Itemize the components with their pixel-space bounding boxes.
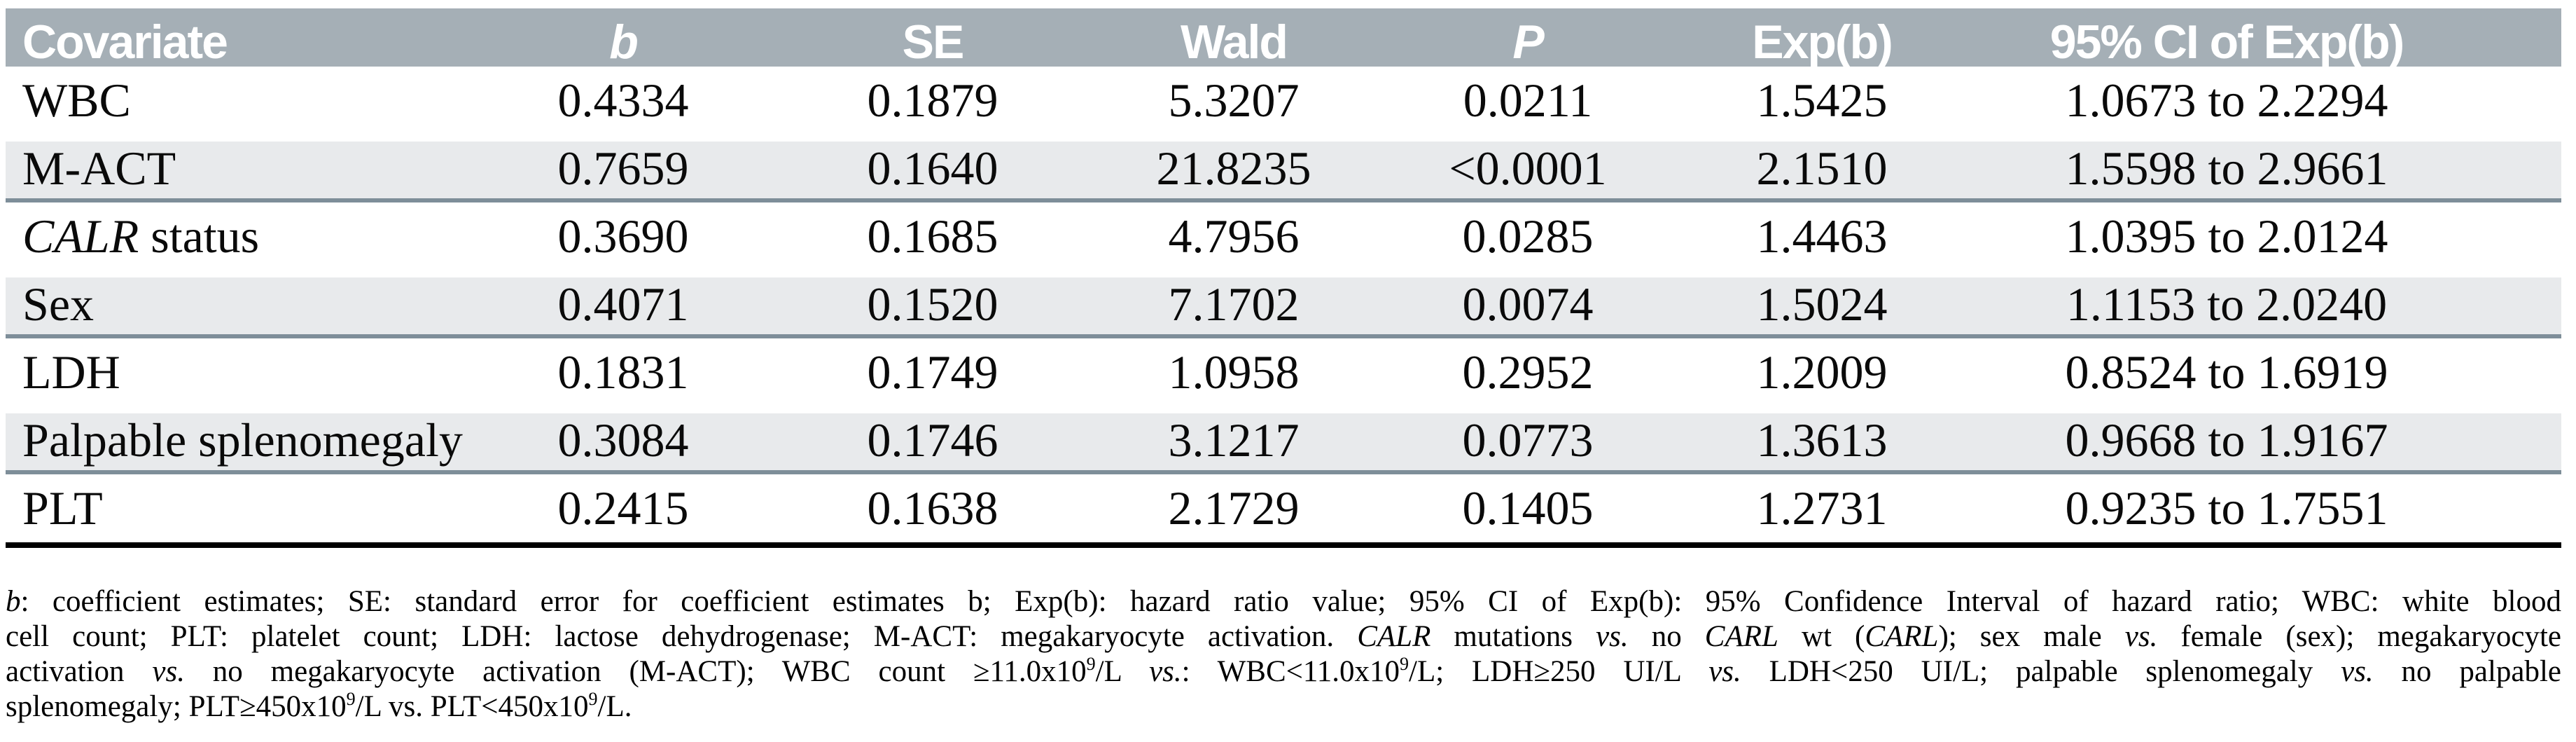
cell-p: 0.0211 bbox=[1463, 74, 1593, 127]
cell-ci: 0.8524 to 1.6919 bbox=[2065, 345, 2388, 399]
footnote-line-2: cell count; PLT: platelet count; LDH: la… bbox=[6, 620, 2561, 653]
covariate-label: Palpable splenomegaly bbox=[22, 413, 463, 467]
cell-b: 0.7659 bbox=[557, 142, 689, 195]
cell-ci: 0.9235 to 1.7551 bbox=[2065, 481, 2388, 535]
cell-b: 0.3084 bbox=[557, 413, 689, 467]
cell-wald: 4.7956 bbox=[1168, 209, 1300, 263]
table-footnote: b: coefficient estimates; SE: standard e… bbox=[6, 584, 2561, 724]
cell-se: 0.1640 bbox=[867, 142, 998, 195]
table-row-calr-status: CALR status 0.3690 0.1685 4.7956 0.0285 1.446… bbox=[6, 202, 2561, 270]
column-header-ci: 95% CI of Exp(b) bbox=[2049, 15, 2405, 69]
cell-wald: 21.8235 bbox=[1156, 142, 1311, 195]
cell-wald: 5.3207 bbox=[1168, 74, 1300, 127]
footnote-line-1: b: coefficient estimates; SE: standard e… bbox=[6, 585, 2561, 618]
cell-b: 0.4071 bbox=[557, 277, 689, 331]
cell-p: 0.1405 bbox=[1462, 481, 1594, 535]
cox-regression-table: Covariate b SE Wald P Exp(b) 95% CI of Exp(b) … bbox=[6, 8, 2561, 548]
cell-se: 0.1746 bbox=[867, 413, 998, 467]
cell-p: 0.0773 bbox=[1462, 413, 1594, 467]
covariate-label: WBC bbox=[22, 74, 131, 127]
table-row-palpable-splenomegaly: Palpable splenomegaly 0.3084 0.1746 3.1217 0… bbox=[6, 406, 2561, 474]
cell-se: 0.1685 bbox=[867, 209, 998, 263]
cell-se: 0.1749 bbox=[867, 345, 998, 399]
table-row-wbc: WBC 0.4334 0.1879 5.3207 0.0211 1.5425 1.0673 … bbox=[6, 67, 2561, 135]
cell-ci: 1.1153 to 2.0240 bbox=[2066, 277, 2388, 331]
covariate-label: M-ACT bbox=[22, 142, 176, 195]
cell-p: 0.0285 bbox=[1462, 209, 1594, 263]
table-row-plt: PLT 0.2415 0.1638 2.1729 0.1405 1.2731 0.9235 … bbox=[6, 474, 2561, 542]
cell-wald: 2.1729 bbox=[1168, 481, 1300, 535]
cell-p: 0.2952 bbox=[1462, 345, 1594, 399]
cell-se: 0.1520 bbox=[867, 277, 998, 331]
cell-wald: 3.1217 bbox=[1168, 413, 1300, 467]
cell-se: 0.1879 bbox=[867, 74, 998, 127]
column-header-b: b bbox=[609, 15, 639, 69]
header-row: Covariate b SE Wald P Exp(b) 95% CI of Exp(b) bbox=[6, 8, 2561, 69]
cell-b: 0.1831 bbox=[557, 345, 689, 399]
cell-exp_b: 1.3613 bbox=[1756, 413, 1888, 467]
table-body: WBC 0.4334 0.1879 5.3207 0.0211 1.5425 1.0673 … bbox=[6, 67, 2561, 542]
cell-b: 0.4334 bbox=[557, 74, 689, 127]
covariate-label: CALR status bbox=[22, 209, 260, 263]
covariate-label: LDH bbox=[22, 345, 120, 399]
cell-p: 0.0074 bbox=[1462, 277, 1594, 331]
column-header-covariate: Covariate bbox=[22, 15, 228, 69]
cell-exp_b: 1.5425 bbox=[1756, 74, 1888, 127]
footnote-line-4: splenomegaly; PLT≥450x109/L vs. PLT<450x… bbox=[6, 689, 632, 724]
cell-exp_b: 1.2009 bbox=[1756, 345, 1888, 399]
covariate-label: Sex bbox=[22, 277, 94, 331]
cell-b: 0.3690 bbox=[557, 209, 689, 263]
column-header-se: SE bbox=[902, 15, 965, 69]
cell-exp_b: 1.2731 bbox=[1756, 481, 1888, 535]
cell-ci: 1.5598 to 2.9661 bbox=[2065, 142, 2388, 195]
cell-wald: 1.0958 bbox=[1168, 345, 1300, 399]
table-row-ldh: LDH 0.1831 0.1749 1.0958 0.2952 1.2009 0.8524 … bbox=[6, 338, 2561, 406]
column-header-wald: Wald bbox=[1181, 15, 1288, 69]
covariate-label: PLT bbox=[22, 481, 103, 535]
cell-exp_b: 1.5024 bbox=[1756, 277, 1888, 331]
footnote-line-3: activation vs. no megakaryocyte activati… bbox=[6, 654, 2561, 689]
table-row-m-act: M-ACT 0.7659 0.1640 21.8235 <0.0001 2.1510 1.5… bbox=[6, 135, 2561, 202]
cell-ci: 0.9668 to 1.9167 bbox=[2065, 413, 2388, 467]
table-bottom-rule bbox=[6, 542, 2561, 548]
cell-exp_b: 1.4463 bbox=[1756, 209, 1888, 263]
cell-wald: 7.1702 bbox=[1168, 277, 1300, 331]
cell-b: 0.2415 bbox=[557, 481, 689, 535]
cell-ci: 1.0673 to 2.2294 bbox=[2065, 74, 2388, 127]
cell-ci: 1.0395 to 2.0124 bbox=[2065, 209, 2388, 263]
cell-se: 0.1638 bbox=[867, 481, 998, 535]
cell-p: <0.0001 bbox=[1449, 142, 1607, 195]
table-row-sex: Sex 0.4071 0.1520 7.1702 0.0074 1.5024 1.1153 … bbox=[6, 270, 2561, 338]
column-header-exp_b: Exp(b) bbox=[1752, 15, 1893, 69]
cell-exp_b: 2.1510 bbox=[1756, 142, 1888, 195]
column-header-p: P bbox=[1512, 15, 1544, 69]
